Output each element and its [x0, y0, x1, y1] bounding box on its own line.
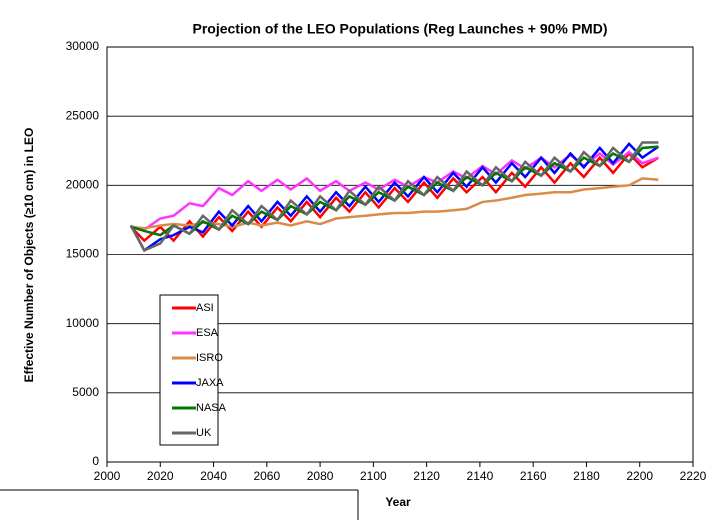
x-tick-label: 2080: [307, 469, 334, 483]
x-tick-label: 2140: [467, 469, 494, 483]
legend-label: ASI: [196, 302, 214, 314]
x-tick-label: 2040: [200, 469, 227, 483]
legend-label: ESA: [196, 327, 219, 339]
legend-label: JAXA: [196, 377, 224, 389]
y-tick-label: 15000: [66, 247, 100, 261]
y-axis-label: Effective Number of Objects (≥10 cm) in …: [22, 128, 36, 383]
legend-label: NASA: [196, 402, 227, 414]
chart-title: Projection of the LEO Populations (Reg L…: [193, 21, 608, 37]
legend-box: [159, 294, 219, 446]
x-axis-label: Year: [385, 495, 411, 509]
series-line: [129, 141, 660, 253]
x-tick-label: 2180: [573, 469, 600, 483]
x-tick-label: 2220: [680, 469, 707, 483]
x-tick-label: 2120: [413, 469, 440, 483]
x-tick-label: 2100: [360, 469, 387, 483]
x-tick-label: 2000: [94, 469, 121, 483]
y-tick-label: 25000: [66, 108, 100, 122]
x-tick-label: 2160: [520, 469, 547, 483]
x-tick-label: 2060: [253, 469, 280, 483]
y-tick-label: 0: [92, 454, 99, 468]
plot-frame: [106, 46, 694, 463]
x-tick-label: 2020: [147, 469, 174, 483]
legend-label: ISRO: [196, 352, 223, 364]
x-tick-label: 2200: [626, 469, 653, 483]
series-line: [129, 141, 659, 252]
y-tick-label: 20000: [66, 178, 100, 192]
y-tick-label: 30000: [66, 39, 100, 53]
y-tick-label: 10000: [66, 316, 100, 330]
y-tick-label: 5000: [72, 385, 99, 399]
series-line: [130, 177, 659, 230]
legend-label: UK: [196, 427, 212, 439]
series-line: [130, 151, 660, 243]
